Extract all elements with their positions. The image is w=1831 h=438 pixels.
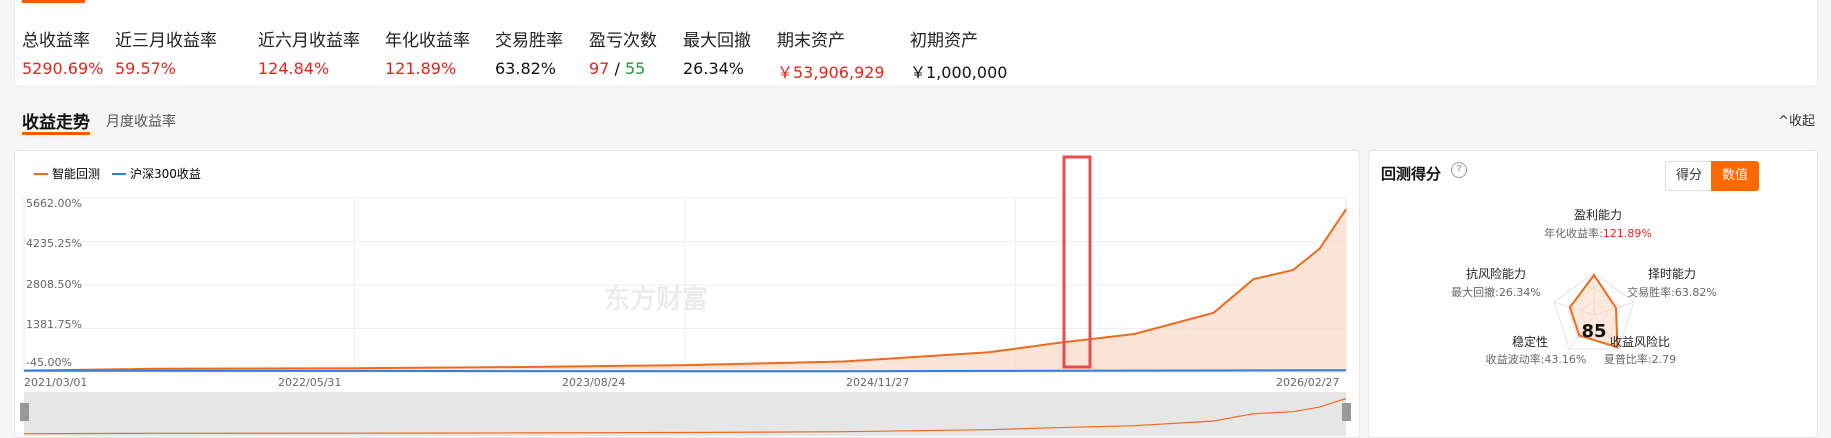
help-icon[interactable]: ? <box>1451 162 1467 178</box>
watermark-logo: 东方财富 <box>604 284 708 315</box>
stat-3m-return: 近三月收益率 59.57% <box>115 26 217 78</box>
stat-total-return: 总收益率 5290.69% <box>22 26 103 78</box>
range-handle-right[interactable] <box>1342 403 1351 421</box>
x-tick: 2022/05/31 <box>278 376 341 389</box>
stat-label: 期末资产 <box>777 31 845 51</box>
series-area-strategy <box>24 209 1346 372</box>
y-tick: 2808.50% <box>26 278 82 291</box>
stat-value: 124.84% <box>258 59 330 78</box>
y-tick: -45.00% <box>26 356 72 369</box>
tab-return-trend[interactable]: 收益走势 <box>22 113 90 133</box>
y-tick: 4235.25% <box>26 237 82 250</box>
gridlines <box>24 197 1346 372</box>
radar-area <box>1568 273 1619 349</box>
stat-value: 5290.69% <box>22 59 104 78</box>
metric-value: 2.79 <box>1652 353 1677 366</box>
score-mode-button[interactable]: 得分 <box>1665 161 1713 191</box>
radar-axis-metric: 年化收益率:121.89% <box>1544 226 1652 240</box>
stat-label: 近三月收益率 <box>115 31 217 51</box>
stat-label: 盈亏次数 <box>589 31 657 51</box>
y-tick: 5662.00% <box>26 197 82 210</box>
stat-label: 最大回撤 <box>683 31 751 51</box>
return-chart: 智能回测 沪深300收益 5662.00% 4235.25% 2808.50% … <box>20 155 1351 436</box>
radar-axis-name: 收益风险比 <box>1610 334 1670 349</box>
x-tick: 2026/02/27 <box>1276 376 1339 389</box>
radar-axis-name: 稳定性 <box>1512 334 1548 349</box>
y-tick: 1381.75% <box>26 318 82 331</box>
stat-value: ￥53,906,929 <box>777 63 885 82</box>
range-slider-preview <box>23 397 1347 435</box>
x-tick: 2024/11/27 <box>846 376 909 389</box>
losses-count: 55 <box>624 59 646 78</box>
metric-label: 夏普比率: <box>1604 352 1652 366</box>
metric-value: 43.16% <box>1544 353 1586 366</box>
x-tick: 2023/08/24 <box>562 376 625 389</box>
metric-label: 收益波动率: <box>1486 352 1545 366</box>
score-title: 回测得分 <box>1381 165 1442 183</box>
active-tab-underline <box>22 132 90 135</box>
tab-monthly-return[interactable]: 月度收益率 <box>106 114 176 130</box>
metric-label: 交易胜率: <box>1627 285 1675 299</box>
stat-value: 26.34% <box>683 59 745 78</box>
stat-label: 年化收益率 <box>385 31 470 51</box>
tab-indicator-fragment <box>22 0 85 3</box>
metric-label: 年化收益率: <box>1544 226 1603 240</box>
legend-label-csi300: 沪深300收益 <box>130 167 201 181</box>
stat-win-rate: 交易胜率 63.82% <box>495 26 563 78</box>
stat-label: 初期资产 <box>910 31 978 51</box>
radar-axis-metric: 夏普比率:2.79 <box>1604 352 1676 366</box>
stat-label: 总收益率 <box>22 31 90 51</box>
radar-axis-metric: 收益波动率:43.16% <box>1486 352 1587 366</box>
collapse-toggle[interactable]: ^收起 <box>1778 110 1815 129</box>
stat-max-drawdown: 最大回撤 26.34% <box>683 26 751 78</box>
legend-label-strategy: 智能回测 <box>52 166 100 181</box>
legend[interactable]: 智能回测 沪深300收益 <box>34 166 201 181</box>
radar-axis-name: 抗风险能力 <box>1466 266 1526 281</box>
collapse-label: 收起 <box>1788 114 1815 129</box>
wins-count: 97 <box>589 59 610 78</box>
series-line-strategy <box>23 208 1347 372</box>
stat-label: 近六月收益率 <box>258 31 360 51</box>
series-line-csi300 <box>23 369 1347 373</box>
metric-value: 26.34% <box>1499 286 1541 299</box>
radar-axis-metric: 交易胜率:63.82% <box>1627 285 1717 299</box>
stat-value: 63.82% <box>495 59 557 78</box>
radar-axis-metric: 最大回撤:26.34% <box>1451 285 1541 299</box>
total-score: 85 <box>1581 321 1606 342</box>
stat-initial-assets: 初期资产 ￥1,000,000 <box>910 26 1007 83</box>
metric-value: 121.89% <box>1603 227 1652 240</box>
highlight-box <box>1062 155 1092 369</box>
stat-value: 121.89% <box>385 59 457 78</box>
stat-value: 59.57% <box>115 59 177 78</box>
radar-grid-ring <box>1553 272 1635 350</box>
x-tick: 2021/03/01 <box>24 376 87 389</box>
range-slider-track[interactable] <box>24 392 1346 436</box>
radar-axis-name: 盈利能力 <box>1574 208 1622 222</box>
stat-6m-return: 近六月收益率 124.84% <box>258 26 360 78</box>
radar-chart: 85 盈利能力 年化收益率:121.89% 择时能力 交易胜率:63.82% 收… <box>1451 208 1717 366</box>
stat-ending-assets: 期末资产 ￥53,906,929 <box>777 26 885 83</box>
metric-value: 63.82% <box>1675 286 1717 299</box>
stats-card <box>14 0 1818 87</box>
range-handle-left[interactable] <box>20 403 29 421</box>
count-separator: / <box>614 59 620 78</box>
chevron-up-icon: ^ <box>1778 114 1789 129</box>
range-slider[interactable] <box>20 392 1351 436</box>
metric-label: 最大回撤: <box>1451 285 1499 299</box>
stat-label: 交易胜率 <box>495 31 563 51</box>
value-mode-button[interactable]: 数值 <box>1711 161 1759 191</box>
stat-win-loss-count: 盈亏次数 97 / 55 <box>589 26 657 78</box>
stat-value: ￥1,000,000 <box>910 63 1008 82</box>
radar-axis-name: 择时能力 <box>1648 267 1696 281</box>
stat-annual-return: 年化收益率 121.89% <box>385 26 470 78</box>
